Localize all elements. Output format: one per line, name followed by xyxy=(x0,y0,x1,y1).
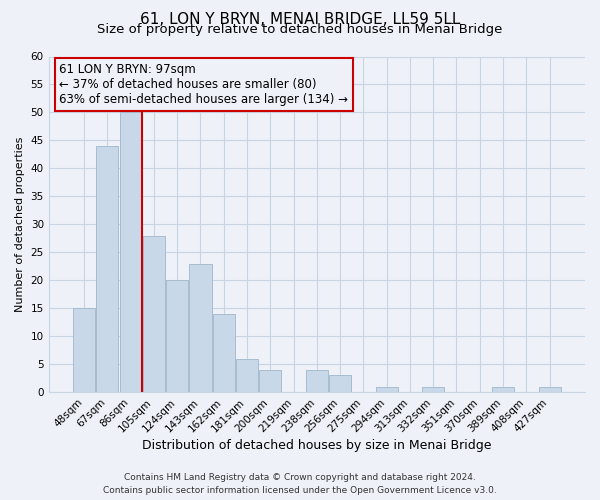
Bar xyxy=(97,146,118,392)
Bar xyxy=(212,314,235,392)
Bar xyxy=(539,386,560,392)
Bar xyxy=(492,386,514,392)
Bar xyxy=(143,236,165,392)
Y-axis label: Number of detached properties: Number of detached properties xyxy=(15,136,25,312)
X-axis label: Distribution of detached houses by size in Menai Bridge: Distribution of detached houses by size … xyxy=(142,440,491,452)
Bar xyxy=(422,386,444,392)
Bar xyxy=(73,308,95,392)
Bar xyxy=(190,264,212,392)
Bar xyxy=(306,370,328,392)
Bar xyxy=(166,280,188,392)
Text: Contains HM Land Registry data © Crown copyright and database right 2024.
Contai: Contains HM Land Registry data © Crown c… xyxy=(103,473,497,495)
Bar xyxy=(259,370,281,392)
Text: 61 LON Y BRYN: 97sqm
← 37% of detached houses are smaller (80)
63% of semi-detac: 61 LON Y BRYN: 97sqm ← 37% of detached h… xyxy=(59,63,349,106)
Bar xyxy=(376,386,398,392)
Bar xyxy=(329,376,351,392)
Text: Size of property relative to detached houses in Menai Bridge: Size of property relative to detached ho… xyxy=(97,22,503,36)
Bar xyxy=(236,358,258,392)
Bar xyxy=(119,112,142,392)
Text: 61, LON Y BRYN, MENAI BRIDGE, LL59 5LL: 61, LON Y BRYN, MENAI BRIDGE, LL59 5LL xyxy=(140,12,460,28)
